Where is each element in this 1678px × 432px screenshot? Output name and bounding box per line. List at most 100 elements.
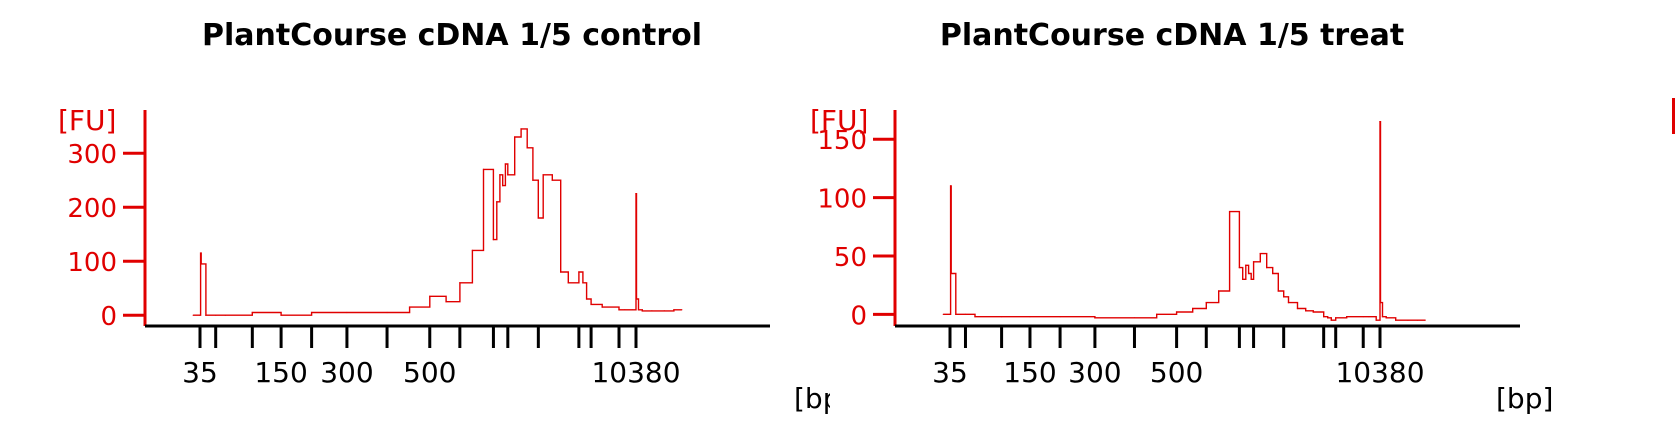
trace-point: [532, 179, 534, 181]
trace-point: [346, 311, 348, 314]
x-axis-label: [bp]: [794, 382, 830, 415]
trace-point: [1192, 307, 1194, 310]
cropped-panel-fragment: [1672, 98, 1678, 158]
y-tick-label: 100: [817, 185, 867, 215]
trace-point: [537, 217, 539, 219]
trace-point: [567, 282, 569, 284]
trace-point: [445, 301, 447, 303]
trace-point: [1368, 316, 1370, 318]
chart-panel-control: PlantCourse cDNA 1/5 control [FU] [bp] 0…: [0, 0, 830, 432]
trace-point: [1059, 316, 1061, 318]
trace-point: [492, 239, 495, 241]
x-tick-label: 35: [182, 356, 218, 389]
trace-point: [624, 309, 626, 311]
chart-panel-treat: PlantCourse cDNA 1/5 treat [FU] [bp] 0 50…: [800, 0, 1678, 432]
x-axis-label: [bp]: [1496, 382, 1553, 415]
trace-point: [964, 313, 967, 315]
x-tick-label: 500: [403, 356, 456, 389]
trace-point: [192, 314, 194, 316]
trace-point: [1094, 317, 1096, 319]
trace-point: [1395, 319, 1397, 321]
trace-point: [200, 252, 202, 254]
y-tick-label: 200: [67, 194, 117, 224]
trace-point: [950, 272, 952, 275]
trace-point: [311, 311, 313, 314]
y-tick-label: 0: [850, 301, 867, 331]
chart-treat: [FU] [bp] 0 50 100 150 35 150 300 500 10380: [810, 104, 1553, 415]
trace-point: [429, 295, 431, 297]
trace-point: [1416, 319, 1419, 321]
trace-point: [1242, 278, 1244, 280]
trace-point: [1247, 272, 1250, 275]
trace-point: [631, 309, 633, 311]
trace-point: [1323, 316, 1325, 318]
trace-point: [1381, 316, 1384, 318]
x-tick-label: 150: [1003, 356, 1056, 389]
trace-point: [1238, 267, 1240, 269]
trace-point: [215, 314, 217, 316]
trace-point: [251, 311, 253, 314]
trace-point: [1156, 313, 1158, 315]
trace-point: [504, 163, 506, 165]
chart-control: [FU] [bp] 0 100 200 300 35 150 300 500 10380: [58, 104, 830, 415]
trace-point: [514, 136, 516, 138]
trace-point: [590, 303, 592, 305]
trace-point: [1385, 317, 1387, 319]
x-tick-label: 10380: [1335, 356, 1424, 389]
x-tick-label: 10380: [591, 356, 680, 389]
trace-point: [601, 306, 603, 308]
trace-point: [520, 128, 522, 130]
electropherogram-trace: [943, 121, 1426, 321]
trace-point: [205, 314, 207, 316]
trace-point: [1252, 261, 1255, 263]
y-tick-label: 100: [67, 248, 117, 278]
trace-point: [1176, 311, 1178, 313]
chart-title: PlantCourse cDNA 1/5 control: [201, 18, 703, 53]
trace-point: [1250, 278, 1252, 280]
trace-point: [280, 314, 282, 316]
trace-point: [1296, 307, 1299, 310]
x-tick-label: 150: [254, 356, 307, 389]
y-tick-label: 300: [67, 140, 117, 170]
trace-point: [673, 309, 675, 311]
trace-point: [1327, 317, 1329, 319]
trace-point: [1001, 316, 1003, 318]
trace-point: [1305, 310, 1307, 312]
trace-point: [1312, 311, 1314, 313]
trace-point: [1266, 267, 1268, 269]
y-axis-label: [FU]: [58, 104, 116, 137]
y-tick-label: 0: [100, 302, 117, 332]
trace-point: [1205, 302, 1207, 304]
trace-point: [386, 311, 388, 314]
electropherogram-trace: [193, 128, 682, 316]
trace-point: [199, 314, 201, 316]
trace-point: [635, 193, 637, 195]
trace-point: [955, 313, 957, 315]
trace-point: [582, 282, 584, 284]
trace-point: [507, 174, 509, 176]
trace-point: [1424, 319, 1426, 321]
trace-point: [681, 309, 683, 311]
trace-point: [526, 147, 528, 149]
y-axis-label: [FU]: [810, 104, 868, 137]
trace-point: [950, 185, 952, 187]
y-tick-label: 50: [834, 243, 867, 273]
y-tick-label: 150: [817, 126, 867, 156]
trace-point: [1407, 319, 1409, 321]
chart-title: PlantCourse cDNA 1/5 treat: [939, 18, 1405, 53]
x-tick-label: 300: [320, 356, 373, 389]
trace-point: [949, 313, 951, 315]
trace-point: [1379, 121, 1381, 123]
trace-point: [942, 313, 944, 315]
trace-point: [1346, 316, 1348, 318]
trace-point: [641, 310, 643, 312]
x-tick-label: 300: [1068, 356, 1121, 389]
trace-point: [1283, 296, 1285, 298]
trace-point: [1029, 316, 1031, 318]
trace-point: [482, 168, 485, 170]
trace-point: [1330, 319, 1332, 321]
trace-point: [663, 310, 665, 312]
trace-point: [1259, 253, 1261, 255]
trace-point: [496, 201, 498, 203]
trace-point: [1375, 319, 1377, 321]
